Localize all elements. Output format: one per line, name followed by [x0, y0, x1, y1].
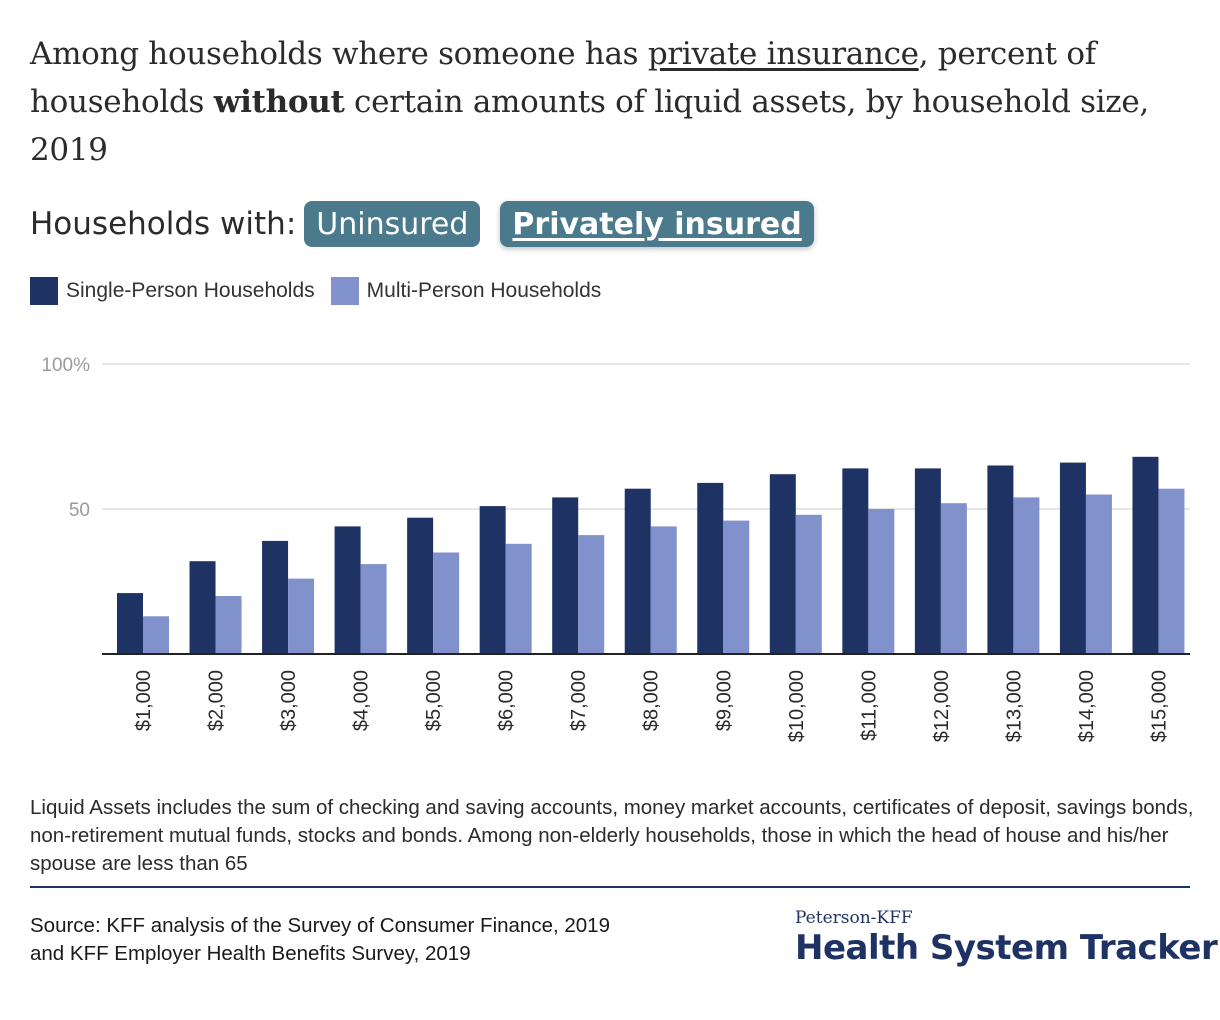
x-tick-label: $14,000 — [1076, 670, 1098, 742]
bar-multi-person — [578, 535, 605, 654]
privately-insured-button[interactable]: Privately insured — [500, 201, 814, 247]
bar-single-person — [1059, 462, 1086, 654]
bar-multi-person — [650, 526, 677, 654]
legend-swatch-multi — [330, 277, 359, 305]
source-line-1: Source: KFF analysis of the Survey of Co… — [30, 914, 610, 937]
bar-multi-person — [940, 503, 967, 654]
brand-peterson-kff: Peterson-KFF — [795, 908, 913, 928]
bar-single-person — [552, 497, 579, 654]
source-line-2: and KFF Employer Health Benefits Survey,… — [30, 942, 471, 965]
divider — [30, 886, 1190, 888]
bar-single-person — [262, 540, 289, 654]
x-tick-label: $10,000 — [786, 670, 808, 742]
x-tick-label: $8,000 — [641, 670, 663, 731]
x-tick-label: $12,000 — [931, 670, 953, 742]
title-bold-word: without — [213, 84, 345, 120]
bar-multi-person — [1013, 497, 1040, 654]
footnote: Liquid Assets includes the sum of checki… — [30, 796, 1194, 875]
title-part2: , percent of households — [30, 36, 1096, 120]
legend-item-multi[interactable]: Multi-Person Households — [330, 277, 602, 305]
private-insurance-link[interactable]: private insurance — [647, 36, 919, 72]
bar-single-person — [479, 506, 506, 654]
bar-multi-person — [795, 514, 822, 654]
chart-title: Among households where someone has priva… — [30, 30, 1190, 174]
x-tick-label: $1,000 — [133, 670, 155, 731]
legend-label-single: Single-Person Households — [66, 279, 315, 302]
bar-multi-person — [723, 520, 750, 654]
bar-single-person — [1132, 456, 1159, 654]
bar-multi-person — [215, 596, 242, 654]
bar-multi-person — [288, 578, 315, 654]
bar-single-person — [407, 517, 434, 654]
bar-multi-person — [1158, 488, 1185, 654]
bar-single-person — [987, 465, 1014, 654]
legend-swatch-single — [30, 277, 58, 305]
bar-multi-person — [1085, 494, 1112, 654]
bar-single-person — [697, 482, 724, 654]
legend-label-multi: Multi-Person Households — [366, 279, 602, 302]
title-part3: certain amounts of liquid assets, by hou… — [30, 84, 1149, 168]
chart-legend: Single-Person Households Multi-Person Ho… — [30, 276, 617, 306]
uninsured-button[interactable]: Uninsured — [304, 201, 481, 247]
toggle-label: Households with: — [30, 206, 297, 242]
bar-chart: 50 100% $1,000 $2,000 $3,000 $4,000 $5,000 $6,0… — [41, 355, 1190, 742]
bar-single-person — [117, 593, 143, 654]
bar-multi-person — [505, 543, 532, 654]
x-tick-label: $9,000 — [713, 670, 735, 731]
x-tick-label: $13,000 — [1003, 670, 1025, 742]
brand-health-system-tracker: Health System Tracker — [795, 928, 1218, 968]
y-tick-label: 100% — [41, 355, 90, 376]
x-tick-label: $7,000 — [568, 670, 590, 731]
legend-item-single[interactable]: Single-Person Households — [30, 277, 315, 305]
source-note: Source: KFF analysis of the Survey of Co… — [30, 912, 730, 968]
bar-multi-person — [868, 509, 895, 654]
bar-single-person — [189, 561, 216, 654]
bar-multi-person — [433, 552, 460, 654]
bar-single-person — [914, 468, 941, 654]
bar-multi-person — [360, 564, 387, 654]
y-tick-label: 50 — [69, 500, 90, 521]
bar-single-person — [334, 526, 361, 654]
bar-single-person — [769, 474, 796, 654]
x-tick-label: $2,000 — [206, 670, 228, 731]
x-tick-label: $4,000 — [351, 670, 373, 731]
x-tick-label: $6,000 — [496, 670, 518, 731]
x-tick-label: $5,000 — [423, 670, 445, 731]
household-toggle: Households with: Uninsured Privately ins… — [30, 200, 834, 248]
x-tick-label: $15,000 — [1148, 670, 1170, 742]
bar-single-person — [842, 468, 869, 654]
x-tick-label: $3,000 — [278, 670, 300, 731]
x-tick-label: $11,000 — [858, 670, 880, 741]
bar-multi-person — [143, 616, 169, 654]
bar-single-person — [624, 488, 651, 654]
title-part1: Among households where someone has — [30, 36, 648, 72]
